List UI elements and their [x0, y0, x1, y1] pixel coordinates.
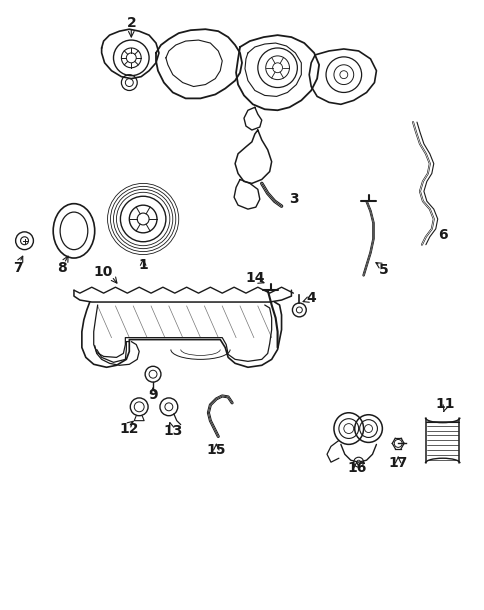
Text: 11: 11	[435, 397, 454, 411]
Text: 14: 14	[244, 271, 264, 285]
Text: 13: 13	[163, 423, 182, 437]
Text: 3: 3	[289, 192, 299, 206]
Text: 15: 15	[206, 443, 226, 458]
Text: 16: 16	[346, 461, 365, 475]
Text: 2: 2	[126, 16, 136, 30]
Text: 17: 17	[388, 456, 407, 470]
Text: 8: 8	[57, 262, 67, 276]
Text: 4: 4	[306, 291, 316, 305]
Text: 7: 7	[13, 262, 22, 276]
Text: 5: 5	[378, 264, 388, 278]
Text: 10: 10	[94, 265, 113, 279]
Text: 9: 9	[148, 388, 157, 402]
Text: 12: 12	[120, 422, 139, 436]
Text: 6: 6	[437, 228, 447, 242]
Text: 1: 1	[138, 259, 148, 273]
